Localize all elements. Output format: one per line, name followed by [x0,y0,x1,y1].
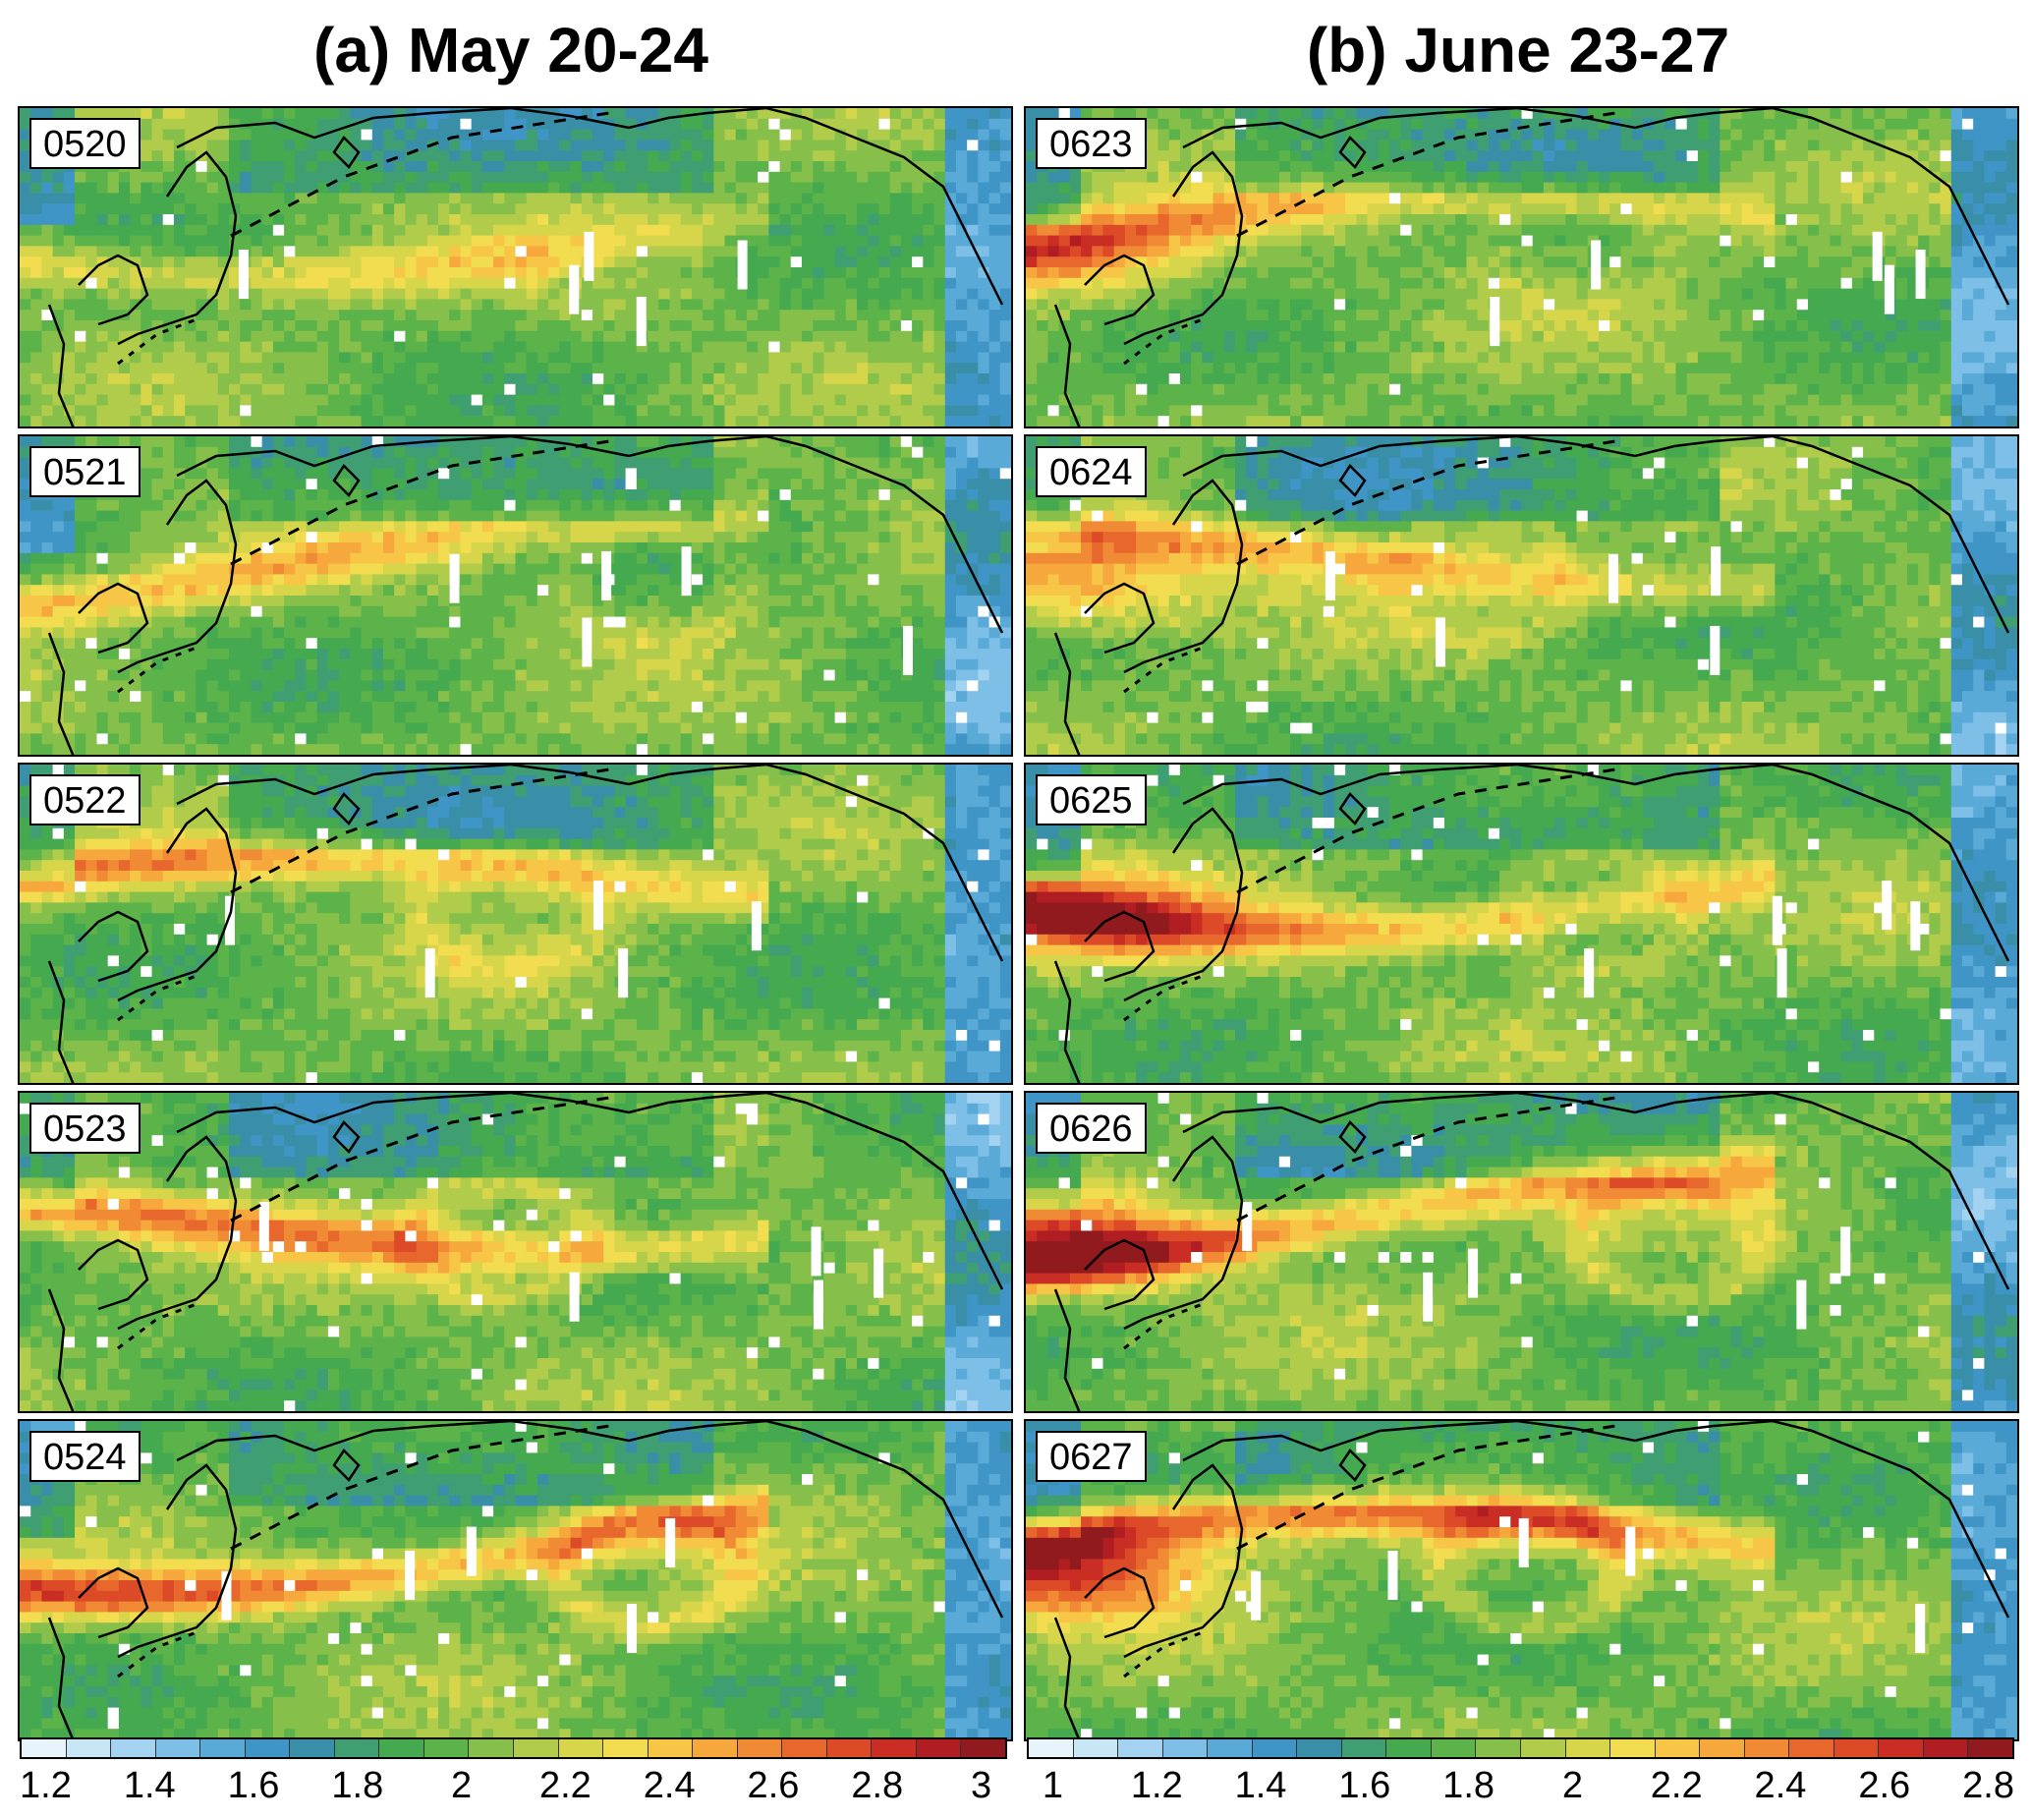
title-left: (a) May 20-24 [20,14,1002,86]
colorbar-swatch [1162,1739,1209,1757]
colorbar-swatch [290,1739,335,1757]
colorbar-swatch [66,1739,112,1757]
colorbar-right [1027,1737,2014,1759]
concentration-field [1026,1093,2017,1411]
date-label: 0522 [29,774,141,825]
colorbar-swatch [1610,1739,1656,1757]
colorbar-swatch [423,1739,470,1757]
colorbar-swatch [379,1739,424,1757]
colorbar-swatch [334,1739,380,1757]
colorbar-swatch [1968,1739,2013,1757]
map-panel-0624: 0624 [1024,434,2019,757]
colorbar-swatch [1565,1739,1611,1757]
colorbar-tick-label: 1.2 [20,1765,72,1807]
map-panel-0625: 0625 [1024,763,2019,1085]
map-panel-0524: 0524 [18,1419,1013,1741]
colorbar-swatch [245,1739,291,1757]
concentration-field [20,436,1011,755]
colorbar-tick-label: 2 [451,1765,472,1807]
colorbar-swatch [648,1739,694,1757]
map-panel-0520: 0520 [18,106,1013,428]
colorbar-swatch [514,1739,559,1757]
map-panel-0521: 0521 [18,434,1013,757]
colorbar-tick-label: 1.4 [1235,1765,1287,1807]
colorbar-swatch [1834,1739,1880,1757]
map-panel-0523: 0523 [18,1091,1013,1413]
date-label: 0627 [1036,1431,1147,1482]
concentration-field [1026,436,2017,755]
concentration-field [20,1093,1011,1411]
map-panel-0627: 0627 [1024,1419,2019,1741]
colorbar-swatch [1923,1739,1969,1757]
colorbar-swatch [22,1739,67,1757]
colorbar-tick-label: 2.2 [539,1765,592,1807]
colorbar-tick-label: 2 [1562,1765,1583,1807]
concentration-field [1026,1421,2017,1739]
date-label: 0520 [29,118,141,169]
colorbar-swatch [872,1739,917,1757]
colorbar-swatch [782,1739,827,1757]
colorbar-swatch [558,1739,604,1757]
colorbar-swatch [1476,1739,1522,1757]
colorbar-swatch [111,1739,156,1757]
colorbar-tick-label: 1.8 [331,1765,383,1807]
concentration-field [1026,765,2017,1083]
colorbar-tick-label: 2.6 [1858,1765,1910,1807]
colorbar-tick-label: 2.6 [748,1765,800,1807]
colorbar-swatch [1700,1739,1745,1757]
date-label: 0624 [1036,446,1147,497]
colorbar-tick-label: 1.4 [124,1765,176,1807]
map-panel-0626: 0626 [1024,1091,2019,1413]
colorbar-swatch [1118,1739,1163,1757]
date-label: 0623 [1036,118,1147,169]
colorbar-swatch [1297,1739,1342,1757]
colorbar-tick-label: 2.8 [851,1765,903,1807]
colorbar-swatch [1789,1739,1834,1757]
concentration-field [20,1421,1011,1739]
colorbar-swatch [1655,1739,1701,1757]
colorbar-tick-label: 2.4 [644,1765,696,1807]
colorbar-swatch [200,1739,246,1757]
colorbar-swatch [1252,1739,1298,1757]
colorbar-swatch [1341,1739,1387,1757]
date-label: 0626 [1036,1103,1147,1154]
colorbar-tick-label: 2.2 [1651,1765,1703,1807]
colorbar-swatch [469,1739,515,1757]
date-label: 0625 [1036,774,1147,825]
map-panel-0522: 0522 [18,763,1013,1085]
colorbar-tick-label: 2.4 [1755,1765,1807,1807]
concentration-field [20,765,1011,1083]
concentration-field [20,108,1011,427]
colorbar-tick-label: 1 [1043,1765,1063,1807]
colorbar-swatch [826,1739,873,1757]
colorbar-swatch [603,1739,649,1757]
map-panel-0623: 0623 [1024,106,2019,428]
colorbar-swatch [1386,1739,1432,1757]
colorbar-tick-label: 1.2 [1131,1765,1183,1807]
colorbar-swatch [1208,1739,1253,1757]
colorbar-swatch [737,1739,783,1757]
colorbar-swatch [1029,1739,1074,1757]
concentration-field [1026,108,2017,427]
colorbar-left [20,1737,1007,1759]
colorbar-swatch [916,1739,962,1757]
colorbar-swatch [1521,1739,1566,1757]
colorbar-swatch [1073,1739,1119,1757]
colorbar-swatch [1744,1739,1790,1757]
colorbar-swatch [155,1739,201,1757]
colorbar-swatch [1879,1739,1924,1757]
colorbar-swatch [693,1739,738,1757]
colorbar-tick-label: 1.6 [1338,1765,1390,1807]
colorbar-tick-label: 2.8 [1962,1765,2014,1807]
date-label: 0524 [29,1431,141,1482]
colorbar-swatch [1431,1739,1477,1757]
date-label: 0521 [29,446,141,497]
colorbar-tick-label: 1.8 [1442,1765,1495,1807]
title-right: (b) June 23-27 [1022,14,2014,86]
date-label: 0523 [29,1103,141,1154]
colorbar-tick-label: 3 [971,1765,991,1807]
colorbar-swatch [961,1739,1006,1757]
colorbar-tick-label: 1.6 [228,1765,280,1807]
